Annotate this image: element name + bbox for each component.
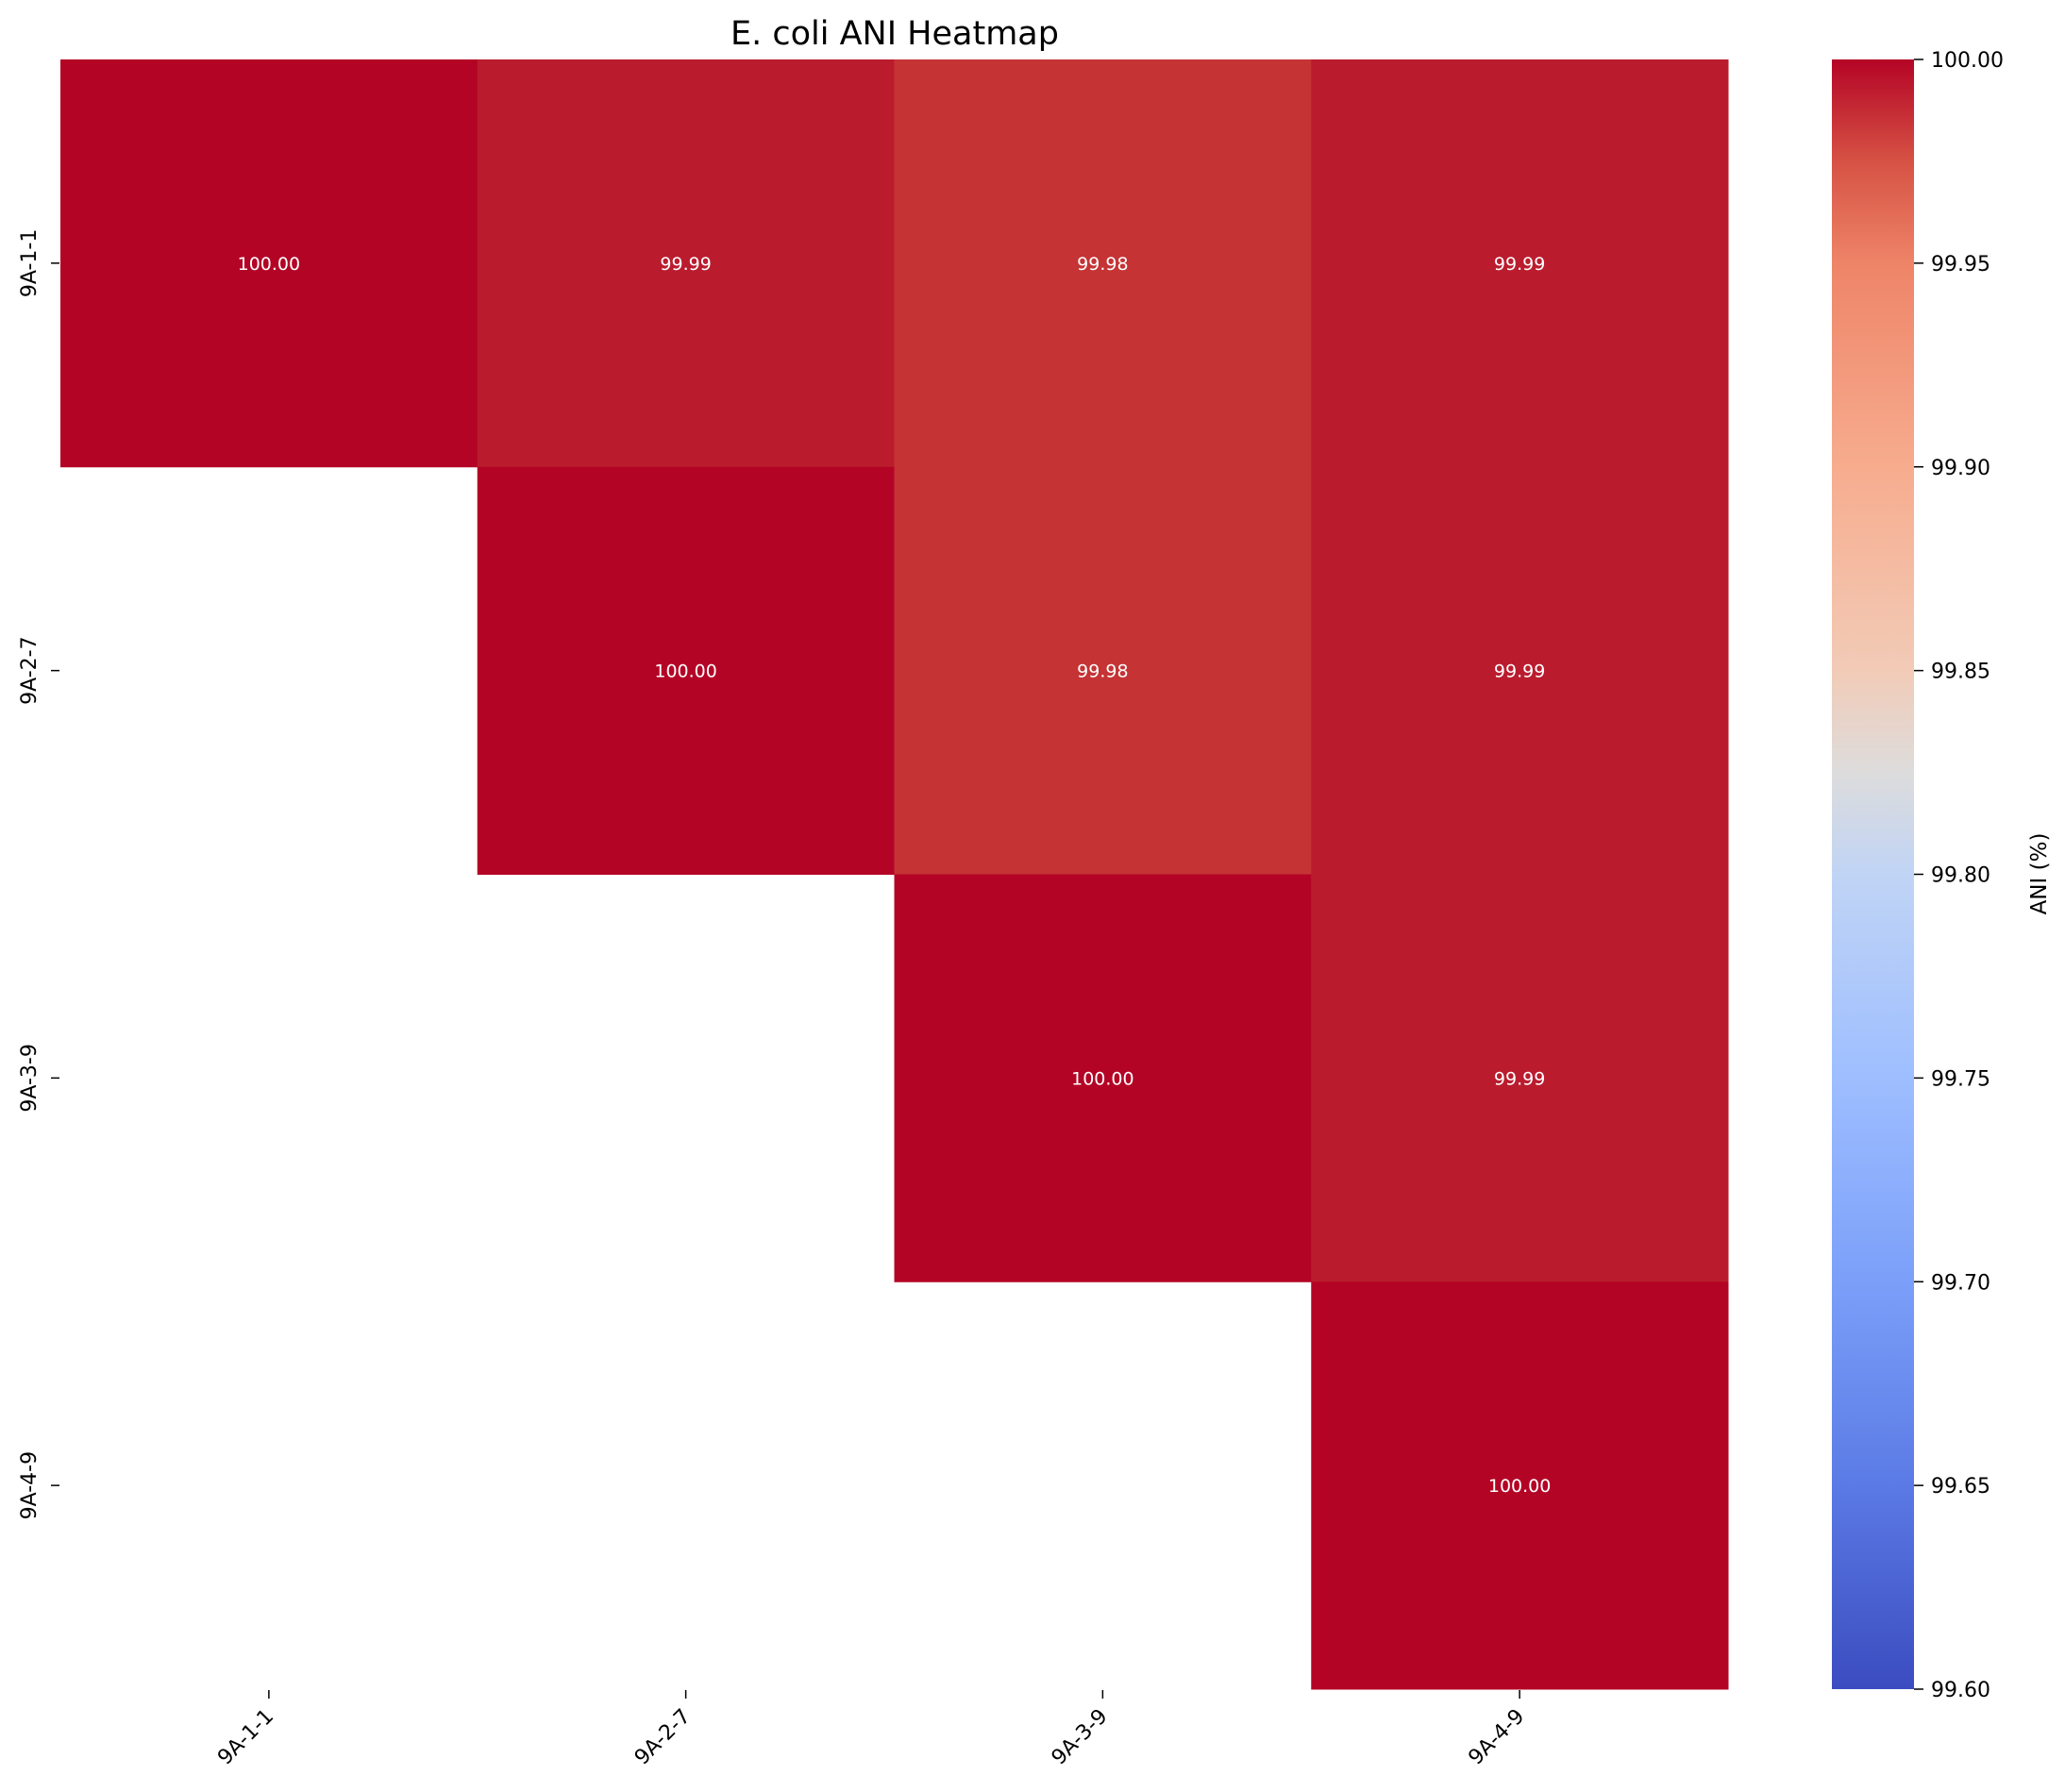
cell-value-label: 100.00 <box>1488 1476 1551 1497</box>
cell-value-label: 100.00 <box>238 254 300 275</box>
x-tick-label: 9A-2-7 <box>630 1705 696 1770</box>
x-tick-label: 9A-1-1 <box>213 1705 278 1770</box>
heatmap-cells <box>60 59 1729 1690</box>
colorbar-gradient <box>1832 59 1914 1689</box>
cell-value-label: 99.99 <box>1494 1068 1545 1089</box>
cell-value-label: 100.00 <box>654 662 716 682</box>
y-tick-label: 9A-2-7 <box>18 636 42 704</box>
colorbar-tick-label: 99.60 <box>1931 1679 1990 1702</box>
colorbar: 99.60 99.65 99.70 99.75 99.80 99.85 99.90 99.95… <box>1832 49 2052 1702</box>
heatmap-cell <box>1311 874 1729 1282</box>
cell-value-label: 99.99 <box>1494 662 1545 682</box>
colorbar-tick-label: 99.75 <box>1931 1067 1990 1091</box>
heatmap-cell <box>477 466 895 875</box>
y-tick-label: 9A-4-9 <box>18 1451 42 1519</box>
colorbar-ticks: 99.60 99.65 99.70 99.75 99.80 99.85 99.90 99.95… <box>1914 49 2004 1702</box>
heatmap-cell <box>894 466 1312 875</box>
y-tick-label: 9A-1-1 <box>18 229 42 297</box>
heatmap-cell <box>477 59 895 468</box>
heatmap-cell <box>1311 1281 1729 1690</box>
heatmap-cell <box>894 874 1312 1282</box>
cell-value-label: 100.00 <box>1071 1068 1133 1089</box>
colorbar-tick-label: 99.95 <box>1931 253 1990 276</box>
cell-value-label: 99.98 <box>1077 662 1128 682</box>
x-axis-ticks: 9A-1-1 9A-2-7 9A-3-9 9A-4-9 <box>213 1690 1529 1769</box>
x-tick-label: 9A-3-9 <box>1048 1705 1113 1770</box>
colorbar-tick-label: 99.85 <box>1931 661 1990 684</box>
heatmap-cell <box>1311 59 1729 468</box>
colorbar-tick-label: 100.00 <box>1931 49 2004 73</box>
colorbar-label: ANI (%) <box>2027 833 2052 915</box>
heatmap-cell <box>894 59 1312 468</box>
cell-value-label: 99.99 <box>1494 254 1545 275</box>
cell-value-label: 99.99 <box>660 254 711 275</box>
y-axis-ticks: 9A-1-1 9A-2-7 9A-3-9 9A-4-9 <box>18 229 59 1519</box>
y-tick-label: 9A-3-9 <box>18 1044 42 1112</box>
cell-value-label: 99.98 <box>1077 254 1128 275</box>
chart-title: E. coli ANI Heatmap <box>730 15 1059 53</box>
colorbar-tick-label: 99.70 <box>1931 1271 1990 1295</box>
colorbar-tick-label: 99.65 <box>1931 1475 1990 1499</box>
colorbar-tick-label: 99.80 <box>1931 864 1990 888</box>
heatmap-cell-labels: 100.00 99.99 99.98 99.99 100.00 99.98 99.99 100… <box>238 254 1552 1497</box>
colorbar-tick-label: 99.90 <box>1931 457 1990 480</box>
heatmap-cell <box>1311 466 1729 875</box>
heatmap-cell <box>60 59 478 468</box>
x-tick-label: 9A-4-9 <box>1464 1705 1529 1770</box>
